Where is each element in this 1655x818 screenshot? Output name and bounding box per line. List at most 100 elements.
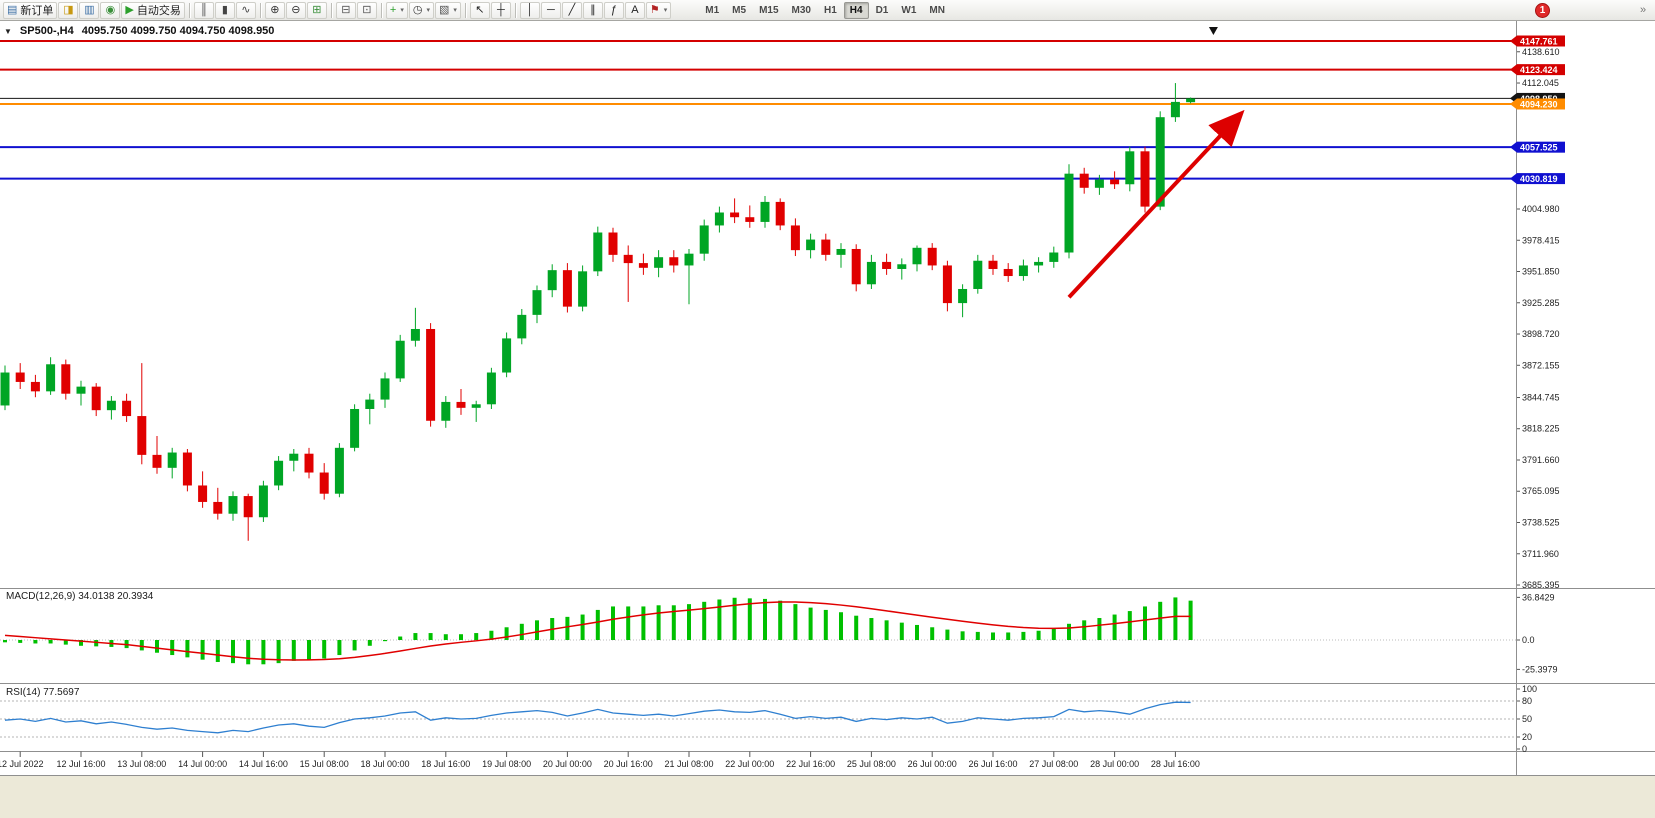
- candlestick-body: [1003, 268, 1013, 277]
- macd-histogram-bar: [595, 609, 600, 640]
- macd-histogram-bar: [443, 634, 448, 640]
- add-indicator-button[interactable]: + ▾: [385, 1, 408, 19]
- macd-histogram-bar: [261, 640, 266, 665]
- candlestick-body: [15, 372, 25, 382]
- candlestick-body: [137, 416, 147, 455]
- candlestick-body: [882, 261, 892, 269]
- collapse-arrow-icon[interactable]: ▼: [4, 26, 12, 36]
- data-window-button[interactable]: ▥: [79, 1, 100, 19]
- bar-chart-button[interactable]: ║: [193, 1, 214, 19]
- price-axis-label: 3711.960: [1522, 549, 1559, 559]
- price-axis-label: 3978.415: [1522, 235, 1560, 245]
- macd-axis-label: -25.3979: [1522, 664, 1558, 674]
- crosshair-button[interactable]: ┼: [490, 1, 511, 19]
- candlestick-body: [1155, 117, 1165, 207]
- price-tag-label: 4147.761: [1520, 37, 1558, 47]
- macd-histogram-bar: [291, 640, 296, 661]
- templates-button[interactable]: ▧ ▾: [434, 1, 461, 19]
- rsi-axis-label: 80: [1522, 696, 1532, 706]
- arrows-tool-button[interactable]: ⚑ ▾: [645, 1, 672, 19]
- dropdown-arrow-icon[interactable]: ▾: [663, 7, 668, 14]
- timeframe-mn-button[interactable]: MN: [929, 4, 945, 16]
- macd-histogram-bar: [1006, 632, 1011, 640]
- vertical-line-button[interactable]: │: [519, 1, 540, 19]
- candlestick-body: [669, 257, 679, 266]
- fibonacci-button[interactable]: ƒ: [603, 1, 624, 19]
- candlestick-body: [730, 212, 740, 218]
- candlestick-body: [912, 247, 922, 265]
- timeframe-m30-button[interactable]: M30: [791, 4, 811, 16]
- timeframe-w1-button[interactable]: W1: [901, 4, 917, 16]
- macd-histogram-bar: [33, 640, 38, 644]
- candlestick-body: [243, 496, 253, 518]
- macd-histogram-bar: [671, 605, 676, 640]
- text-icon: A: [631, 3, 639, 16]
- candlestick-body: [638, 263, 648, 268]
- indicator-list-icon: ⊟: [341, 3, 351, 16]
- time-axis-label: 25 Jul 08:00: [847, 759, 896, 769]
- timeframe-m5-button[interactable]: M5: [732, 4, 747, 16]
- dropdown-arrow-icon[interactable]: ▾: [400, 7, 404, 14]
- clock-icon: ◷: [412, 3, 423, 16]
- time-axis-label: 15 Jul 08:00: [300, 759, 349, 769]
- candlestick-body: [745, 217, 755, 222]
- toolbar-more-button[interactable]: »: [1640, 4, 1647, 16]
- candlestick-body: [547, 270, 557, 291]
- timeframe-m15-button[interactable]: M15: [759, 4, 779, 16]
- candlestick-chart-button[interactable]: ▮: [214, 1, 235, 19]
- price-tag-pointer: [1510, 98, 1517, 110]
- new-order-button[interactable]: ▤ 新订单: [3, 1, 58, 19]
- candlestick-body: [790, 225, 800, 251]
- price-tag-pointer: [1510, 64, 1517, 76]
- candlestick-body: [76, 386, 86, 394]
- macd-histogram-bar: [489, 630, 494, 640]
- candlestick-body: [897, 264, 907, 269]
- toolbar-separator: [330, 2, 332, 18]
- market-watch-button[interactable]: ◨: [58, 1, 79, 19]
- macd-histogram-bar: [854, 615, 859, 640]
- crosshair-icon: ┼: [496, 3, 505, 16]
- price-tag-pointer: [1510, 35, 1517, 47]
- navigator-button[interactable]: ◉: [100, 1, 121, 19]
- macd-histogram-bar: [337, 640, 342, 656]
- dropdown-arrow-icon[interactable]: ▾: [426, 7, 430, 14]
- dropdown-arrow-icon[interactable]: ▾: [453, 7, 457, 14]
- candlestick-body: [608, 232, 618, 255]
- macd-histogram-bar: [747, 598, 752, 640]
- timeframe-d1-button[interactable]: D1: [875, 4, 889, 16]
- tile-windows-button[interactable]: ⊞: [306, 1, 327, 19]
- candlestick-body: [517, 314, 527, 339]
- trendline-button[interactable]: ╱: [561, 1, 582, 19]
- trend-arrow[interactable]: [1067, 109, 1245, 299]
- candlestick-body: [380, 378, 390, 400]
- channel-icon: ∥: [590, 3, 596, 16]
- autotrading-button[interactable]: ▶ 自动交易: [121, 1, 185, 19]
- macd-histogram-bar: [626, 606, 631, 640]
- line-chart-button[interactable]: ∿: [235, 1, 256, 19]
- cursor-button[interactable]: ↖: [469, 1, 490, 19]
- price-tag: [1517, 92, 1565, 104]
- horizontal-line-button[interactable]: ─: [540, 1, 561, 19]
- timeframe-h1-button[interactable]: H1: [823, 4, 837, 16]
- zoom-out-button[interactable]: ⊖: [285, 1, 306, 19]
- text-label-button[interactable]: A: [624, 1, 645, 19]
- candlestick-body: [562, 270, 572, 307]
- notification-badge[interactable]: 1: [1535, 3, 1550, 18]
- candlestick-body: [410, 328, 420, 341]
- candlestick-body: [167, 452, 177, 468]
- profiles-button[interactable]: ⊡: [356, 1, 377, 19]
- tile-windows-icon: ⊞: [312, 3, 322, 16]
- price-tag-label: 4057.525: [1520, 143, 1558, 153]
- candlestick-body: [122, 400, 132, 417]
- candlestick-body: [1034, 261, 1044, 266]
- indicator-list-button[interactable]: ⊟: [335, 1, 356, 19]
- timeframe-m1-button[interactable]: M1: [705, 4, 720, 16]
- rsi-line: [4, 701, 1191, 734]
- time-axis-label: 18 Jul 16:00: [421, 759, 470, 769]
- chart-shift-marker[interactable]: [1208, 27, 1218, 35]
- channel-button[interactable]: ∥: [582, 1, 603, 19]
- timeframe-h4-button[interactable]: H4: [843, 1, 869, 19]
- zoom-in-button[interactable]: ⊕: [264, 1, 285, 19]
- data-window-icon: ▥: [84, 3, 95, 16]
- periods-button[interactable]: ◷ ▾: [408, 1, 434, 19]
